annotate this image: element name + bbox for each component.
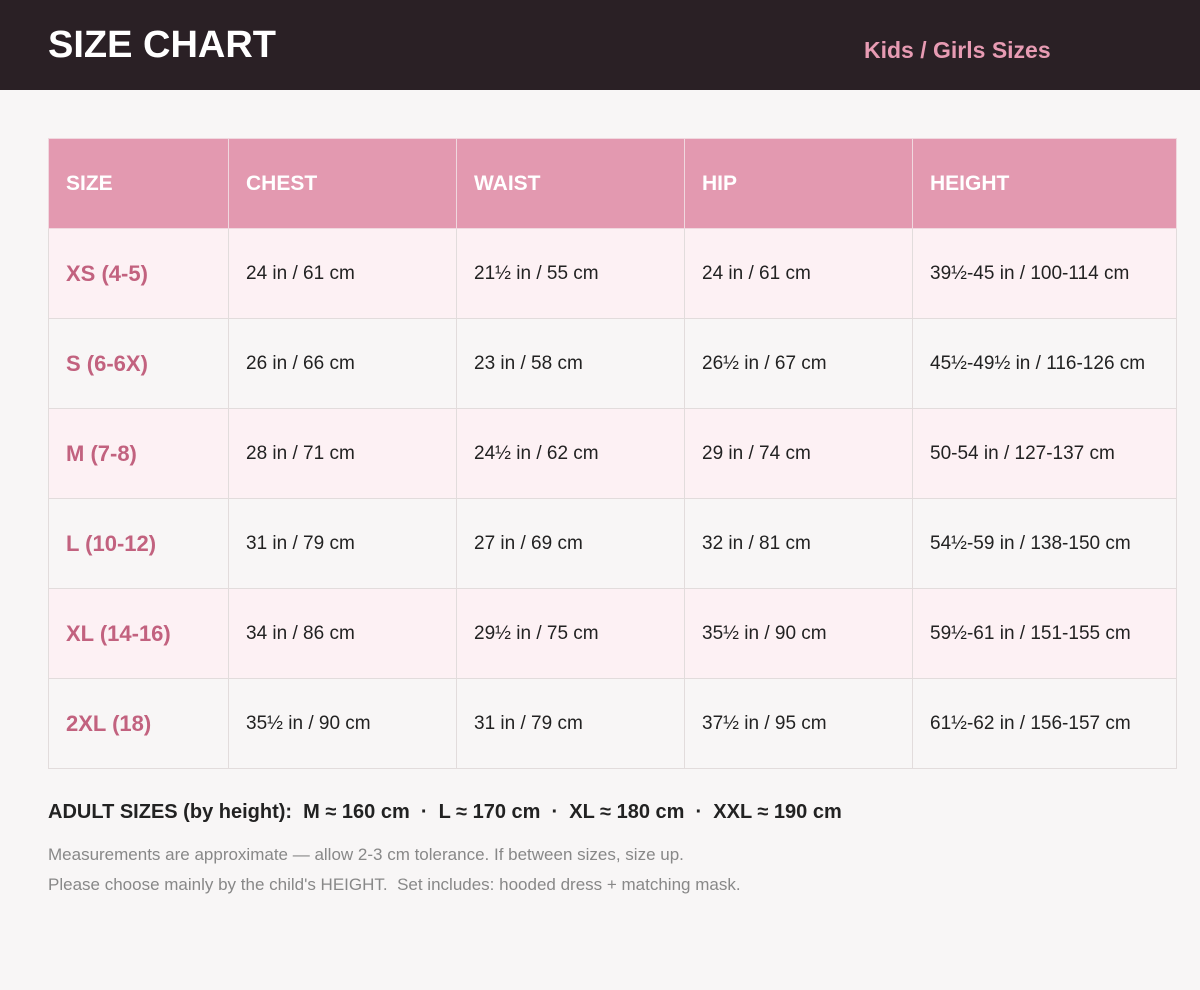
column-header: HEIGHT <box>912 138 1177 229</box>
cell: 23 in / 58 cm <box>456 318 685 409</box>
cell: 39½-45 in / 100-114 cm <box>912 228 1177 319</box>
table-row: XS (4-5) 24 in / 61 cm 21½ in / 55 cm 24 in… <box>48 228 1177 319</box>
cell: 21½ in / 55 cm <box>456 228 685 319</box>
size-cell: S (6-6X) <box>48 318 229 409</box>
cell: 35½ in / 90 cm <box>684 588 913 679</box>
header: SIZE CHART Kids / Girls Sizes <box>0 0 1200 90</box>
cell: 24 in / 61 cm <box>228 228 457 319</box>
size-cell: M (7-8) <box>48 408 229 499</box>
column-header: SIZE <box>48 138 229 229</box>
cell: 28 in / 71 cm <box>228 408 457 499</box>
cell: 35½ in / 90 cm <box>228 678 457 769</box>
size-cell: 2XL (18) <box>48 678 229 769</box>
cell: 59½-61 in / 151-155 cm <box>912 588 1177 679</box>
cell: 50-54 in / 127-137 cm <box>912 408 1177 499</box>
adult-sizes: ADULT SIZES (by height): M ≈ 160 cm · L … <box>48 801 842 823</box>
cell: 31 in / 79 cm <box>456 678 685 769</box>
cell: 29½ in / 75 cm <box>456 588 685 679</box>
cell: 26½ in / 67 cm <box>684 318 913 409</box>
note: Measurements are approximate — allow 2-3… <box>48 845 684 864</box>
table-row: L (10-12) 31 in / 79 cm 27 in / 69 cm 32 in… <box>48 498 1177 589</box>
cell: 29 in / 74 cm <box>684 408 913 499</box>
title: SIZE CHART <box>48 24 276 66</box>
cell: 34 in / 86 cm <box>228 588 457 679</box>
cell: 26 in / 66 cm <box>228 318 457 409</box>
column-header: CHEST <box>228 138 457 229</box>
cell: 54½-59 in / 138-150 cm <box>912 498 1177 589</box>
table-row: M (7-8) 28 in / 71 cm 24½ in / 62 cm 29 in … <box>48 408 1177 499</box>
column-header: HIP <box>684 138 913 229</box>
cell: 24½ in / 62 cm <box>456 408 685 499</box>
header-row: SIZE CHEST WAIST HIP HEIGHT <box>48 138 1177 229</box>
cell: 31 in / 79 cm <box>228 498 457 589</box>
cell: 61½-62 in / 156-157 cm <box>912 678 1177 769</box>
cell: 37½ in / 95 cm <box>684 678 913 769</box>
size-table: SIZE CHEST WAIST HIP HEIGHT XS (4-5) 24 in / … <box>48 138 1177 769</box>
cell: 45½-49½ in / 116-126 cm <box>912 318 1177 409</box>
note: Please choose mainly by the child's HEIG… <box>48 875 741 894</box>
table-row: S (6-6X) 26 in / 66 cm 23 in / 58 cm 26½ in… <box>48 318 1177 409</box>
table-body: XS (4-5) 24 in / 61 cm 21½ in / 55 cm 24 in… <box>48 228 1177 769</box>
size-cell: XS (4-5) <box>48 228 229 319</box>
subtitle: Kids / Girls Sizes <box>864 37 1051 63</box>
table-row: XL (14-16) 34 in / 86 cm 29½ in / 75 cm 35½… <box>48 588 1177 679</box>
cell: 27 in / 69 cm <box>456 498 685 589</box>
cell: 24 in / 61 cm <box>684 228 913 319</box>
size-cell: XL (14-16) <box>48 588 229 679</box>
column-header: WAIST <box>456 138 685 229</box>
table-row: 2XL (18) 35½ in / 90 cm 31 in / 79 cm 37½ i… <box>48 678 1177 769</box>
size-cell: L (10-12) <box>48 498 229 589</box>
cell: 32 in / 81 cm <box>684 498 913 589</box>
